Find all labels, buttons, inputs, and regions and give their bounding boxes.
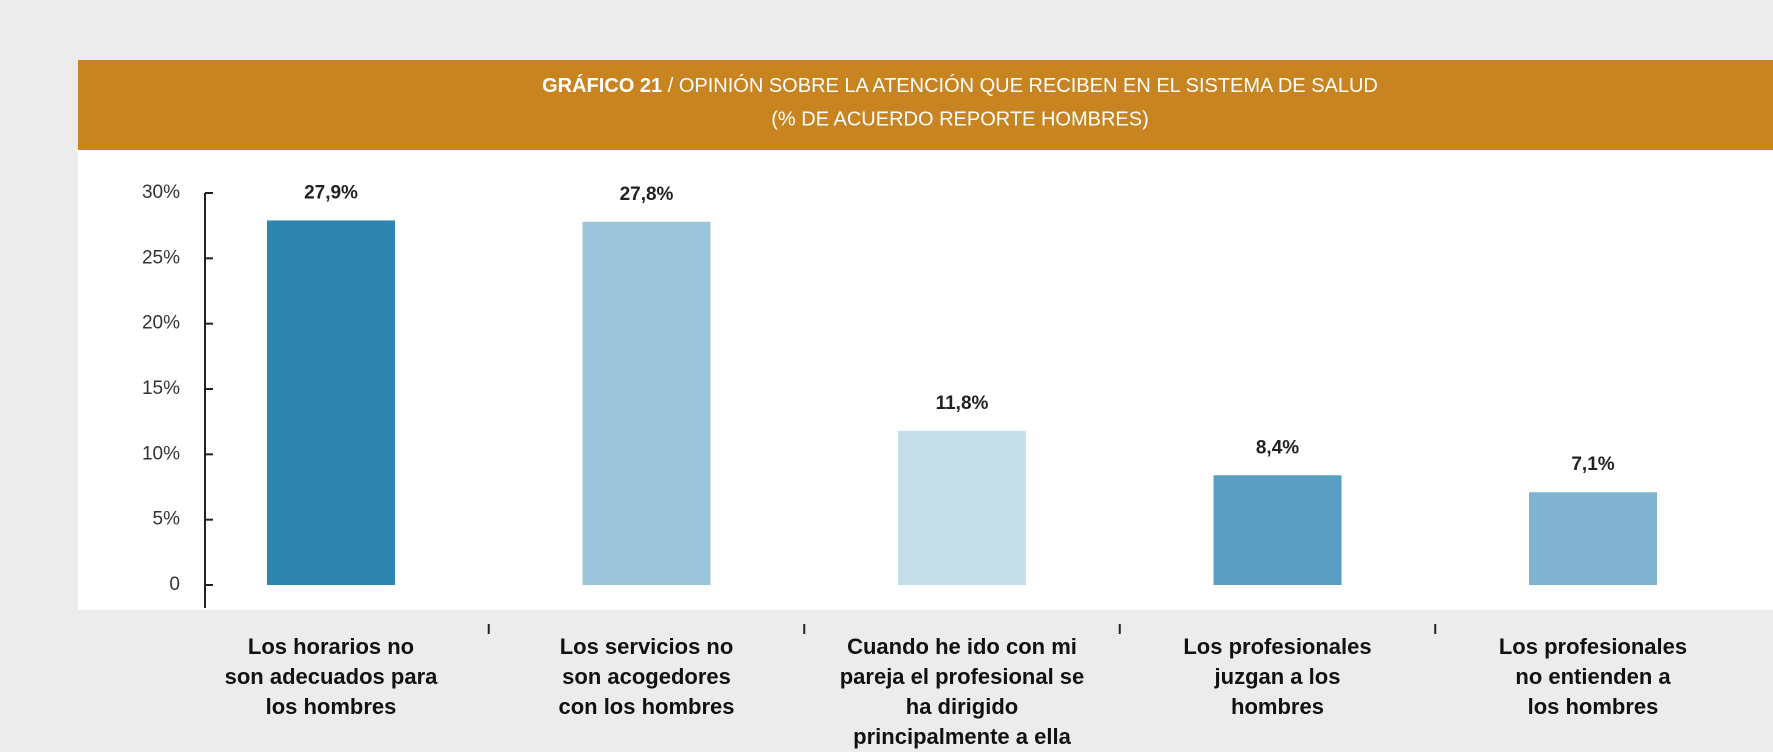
title-text: / OPINIÓN SOBRE LA ATENCIÓN QUE RECIBEN … xyxy=(668,74,1378,97)
value-label: 27,9% xyxy=(304,182,358,203)
y-tick-label: 10% xyxy=(142,443,180,464)
bar xyxy=(1529,492,1657,585)
x-tick-label: Los horarios no son adecuados para los h… xyxy=(224,634,438,719)
bar xyxy=(582,221,711,585)
y-tick-label: 30% xyxy=(142,182,180,203)
bar xyxy=(898,430,1026,585)
value-label: 7,1% xyxy=(1571,454,1614,475)
x-tick-label: Los profesionales juzgan a los hombres xyxy=(1183,634,1372,719)
chart-subtitle: (% DE ACUERDO REPORTE HOMBRES) xyxy=(771,108,1148,130)
bar xyxy=(267,220,395,585)
y-tick-label: 0 xyxy=(169,574,180,595)
x-tick-label: Cuando he ido con mi pareja el profesion… xyxy=(839,634,1085,749)
y-tick-label: 15% xyxy=(142,378,180,399)
chart-title: GRÁFICO 21 / OPINIÓN SOBRE LA ATENCIÓN Q… xyxy=(542,74,1378,97)
value-label: 27,8% xyxy=(620,184,674,205)
value-label: 11,8% xyxy=(936,393,989,414)
y-tick-label: 5% xyxy=(153,509,181,530)
x-tick-label: Los profesionales no entienden a los hom… xyxy=(1498,634,1688,719)
bar xyxy=(1213,475,1342,585)
y-tick-label: 25% xyxy=(142,247,180,268)
y-tick-label: 20% xyxy=(142,313,180,334)
x-tick-label: Los servicios no son acogedores con los … xyxy=(558,634,735,719)
title-number: GRÁFICO 21 xyxy=(542,74,662,97)
header-band xyxy=(78,60,1773,150)
value-label: 8,4% xyxy=(1256,437,1299,458)
